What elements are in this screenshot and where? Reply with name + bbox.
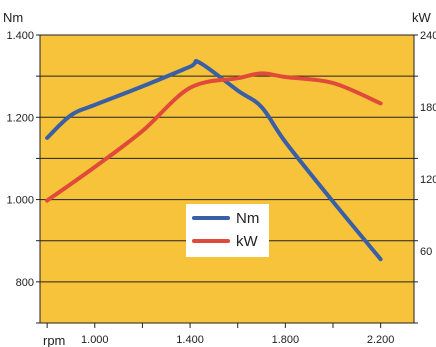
x-tick-label: 1.000 [81, 334, 109, 346]
y-left-tick-label: 800 [16, 277, 34, 289]
y-right-tick-label: 60 [420, 246, 432, 258]
y-left-tick-labels: 800 1.000 1.200 1.400 [6, 30, 34, 289]
x-unit-label: rpm [43, 333, 65, 347]
x-tick-label: 2.200 [367, 334, 395, 346]
y-right-tick-labels: 60 120 180 240 [420, 30, 436, 258]
x-tick-label: 1.800 [272, 334, 300, 346]
y-right-tick-label: 120 [420, 174, 436, 186]
legend-box [186, 204, 269, 257]
y-right-unit-label: kW [412, 10, 432, 25]
series-line-kw [45, 71, 383, 203]
series-line-nm [45, 59, 383, 262]
y-left-tick-label: 1.400 [6, 30, 34, 42]
legend: Nm kW [186, 204, 269, 257]
y-right-tick-label: 180 [420, 102, 436, 114]
y-left-tick-label: 1.000 [6, 195, 34, 207]
x-tick-labels: 1.000 1.400 1.800 2.200 [81, 334, 394, 346]
axis-ticks [36, 34, 418, 328]
legend-label-kw: kW [236, 233, 259, 250]
y-left-tick-label: 1.200 [6, 112, 34, 124]
legend-label-nm: Nm [236, 210, 259, 227]
y-left-unit-label: Nm [3, 10, 23, 25]
series-lines [45, 59, 383, 262]
x-tick-label: 1.400 [176, 334, 204, 346]
y-right-tick-label: 240 [420, 30, 436, 42]
